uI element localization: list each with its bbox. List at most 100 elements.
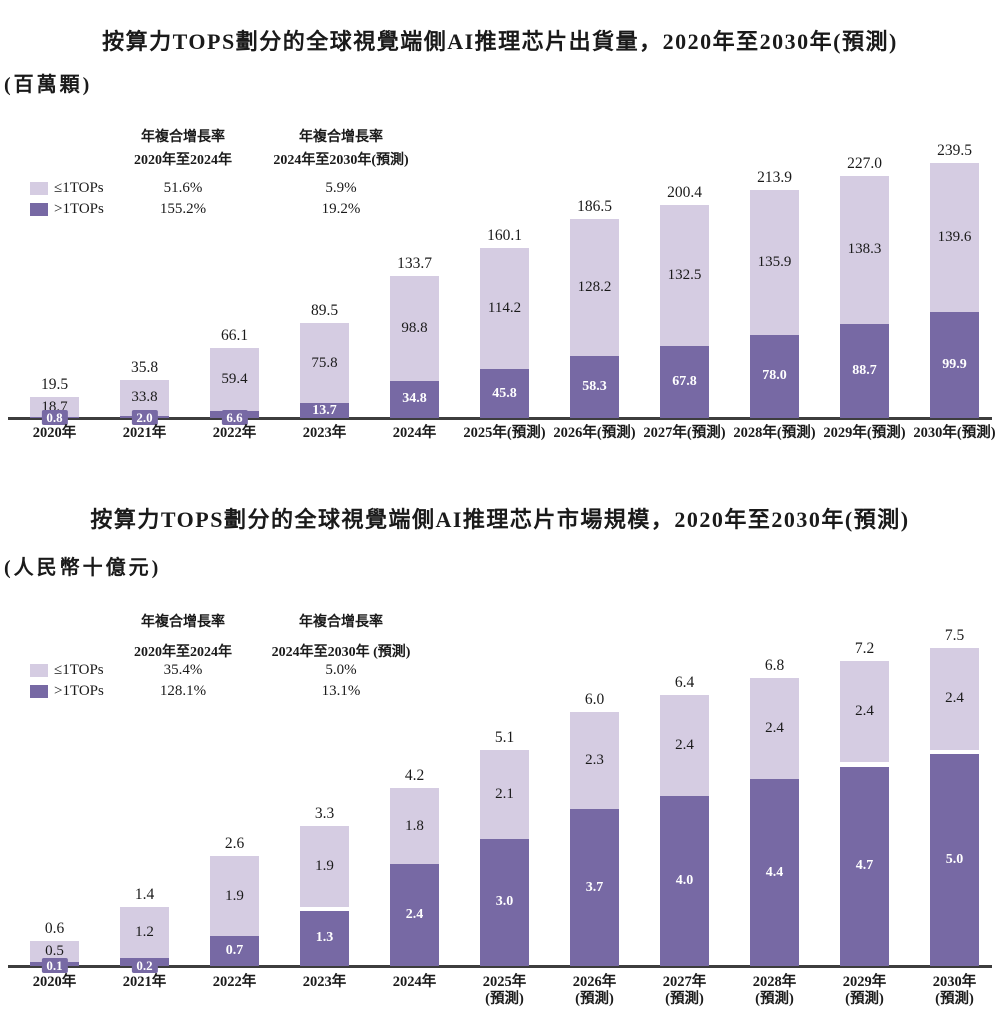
total-label-2025年(預測): 160.1 <box>487 226 522 244</box>
segment-gt1tops-2028年(預測): 78.0 <box>750 334 799 418</box>
segment-gt1tops-2027年(預測): 67.8 <box>660 345 709 418</box>
segment-le1tops-2027年: 2.4 <box>660 694 709 797</box>
segment-le1tops-2027年(預測): 132.5 <box>660 204 709 346</box>
cagr-value-gt1tops-period2: 13.1% <box>321 683 361 699</box>
total-label-2021年: 35.8 <box>130 358 159 376</box>
segment-gt1tops-2028年: 4.4 <box>750 779 799 966</box>
x-axis-label-2027年: 2027年 (預測) <box>662 974 707 1007</box>
segment-le1tops-2022年: 59.4 <box>210 347 259 411</box>
total-label-2026年(預測): 186.5 <box>577 198 612 216</box>
chart-title: 按算力TOPS劃分的全球視覺端側AI推理芯片出貨量，2020年至2030年(預測… <box>102 28 898 54</box>
segment-value-badge-2020年: 0.8 <box>41 410 68 425</box>
x-axis-label-2024年: 2024年 <box>392 974 437 990</box>
x-axis-label-2030年: 2030年 (預測) <box>932 974 977 1007</box>
cagr-header-period2-line2: 2024年至2030年 (預測) <box>271 645 411 660</box>
legend-swatch-le1tops <box>30 664 48 677</box>
x-axis-label-2020年: 2020年 <box>32 974 77 990</box>
segment-le1tops-2028年: 2.4 <box>750 677 799 780</box>
segment-le1tops-2021年: 33.8 <box>120 379 169 416</box>
segment-le1tops-2021年: 1.2 <box>120 906 169 958</box>
segment-le1tops-2020年: 0.5 <box>30 940 79 962</box>
total-label-2030年: 7.5 <box>944 627 965 644</box>
legend-label-le1tops: ≤1TOPs <box>54 180 104 196</box>
x-axis-label-2028年(預測): 2028年(預測) <box>733 425 816 441</box>
total-label-2026年: 6.0 <box>584 690 605 708</box>
total-label-2027年: 6.4 <box>674 673 695 691</box>
cagr-header-period1-line1: 年複合增長率 <box>141 130 225 145</box>
segment-le1tops-2029年(預測): 138.3 <box>840 176 889 324</box>
segment-gt1tops-2023年: 13.7 <box>300 403 349 418</box>
legend-item-gt1tops: >1TOPs <box>30 201 104 218</box>
legend-swatch-le1tops <box>30 182 48 195</box>
segment-le1tops-2022年: 1.9 <box>210 855 259 937</box>
x-axis-label-2023年: 2023年 <box>302 425 347 441</box>
cagr-value-le1tops-period1: 51.6% <box>163 180 203 196</box>
segment-value-badge-2020年: 0.1 <box>41 958 68 973</box>
legend-item-le1tops: ≤1TOPs <box>30 180 104 197</box>
total-label-2020年: 19.5 <box>40 376 69 394</box>
x-axis-label-2030年(預測): 2030年(預測) <box>913 425 996 441</box>
segment-gt1tops-2022年: 0.7 <box>210 936 259 966</box>
total-label-2023年: 3.3 <box>314 805 335 823</box>
x-axis-label-2021年: 2021年 <box>122 974 167 990</box>
cagr-header-period2-line1: 年複合增長率 <box>299 130 383 145</box>
segment-gt1tops-2030年: 5.0 <box>930 754 979 966</box>
cagr-value-le1tops-period2: 5.0% <box>325 662 357 678</box>
segment-le1tops-2025年(預測): 114.2 <box>480 247 529 370</box>
segment-gt1tops-2026年(預測): 58.3 <box>570 355 619 418</box>
legend-label-gt1tops: >1TOPs <box>54 201 104 217</box>
cagr-value-gt1tops-period1: 128.1% <box>159 683 207 699</box>
x-axis-label-2022年: 2022年 <box>212 974 257 990</box>
x-axis-label-2025年: 2025年 (預測) <box>482 974 527 1007</box>
total-label-2027年(預測): 200.4 <box>667 183 702 201</box>
cagr-value-le1tops-period1: 35.4% <box>163 662 203 678</box>
cagr-header-period2-line2: 2024年至2030年(預測) <box>273 153 409 168</box>
legend-label-gt1tops: >1TOPs <box>54 683 104 699</box>
segment-gt1tops-2029年(預測): 88.7 <box>840 323 889 418</box>
x-axis-line <box>8 965 992 968</box>
x-axis-label-2029年(預測): 2029年(預測) <box>823 425 906 441</box>
total-label-2024年: 133.7 <box>397 254 432 272</box>
segment-le1tops-2023年: 1.9 <box>300 826 349 907</box>
segment-le1tops-2023年: 75.8 <box>300 322 349 404</box>
total-label-2020年: 0.6 <box>44 919 65 937</box>
segment-le1tops-2029年: 2.4 <box>840 660 889 763</box>
unit-label: (百萬顆) <box>4 74 93 96</box>
legend-item-le1tops: ≤1TOPs <box>30 662 104 679</box>
cagr-value-gt1tops-period2: 19.2% <box>321 201 361 217</box>
total-label-2024年: 4.2 <box>404 766 425 784</box>
total-label-2023年: 89.5 <box>310 301 339 319</box>
total-label-2028年(預測): 213.9 <box>757 169 792 187</box>
total-label-2022年: 2.6 <box>224 834 245 852</box>
total-label-2029年: 7.2 <box>854 639 875 657</box>
x-axis-line <box>8 417 992 420</box>
segment-le1tops-2030年(預測): 139.6 <box>930 163 979 312</box>
total-label-2025年: 5.1 <box>494 728 515 746</box>
cagr-header-period1-line1: 年複合增長率 <box>141 615 225 630</box>
segment-le1tops-2024年: 98.8 <box>390 275 439 381</box>
total-label-2030年(預測): 239.5 <box>937 142 972 159</box>
x-axis-label-2029年: 2029年 (預測) <box>842 974 887 1007</box>
shipments-plot-area: 18.7 0.8 19.5 2020年 33.8 2.0 35.8 2021年 59.4 6.6 6… <box>0 0 1000 478</box>
x-axis-label-2024年: 2024年 <box>392 425 437 441</box>
segment-gt1tops-2025年(預測): 45.8 <box>480 369 529 418</box>
x-axis-label-2021年: 2021年 <box>122 425 167 441</box>
cagr-header-period1-line2: 2020年至2024年 <box>134 153 232 168</box>
legend-label-le1tops: ≤1TOPs <box>54 662 104 678</box>
segment-gt1tops-2029年: 4.7 <box>840 766 889 966</box>
total-label-2028年: 6.8 <box>764 656 785 674</box>
x-axis-label-2020年: 2020年 <box>32 425 77 441</box>
cagr-header-period2-line1: 年複合增長率 <box>299 615 383 630</box>
segment-value-badge-2021年: 0.2 <box>131 958 158 973</box>
segment-le1tops-2026年: 2.3 <box>570 711 619 810</box>
x-axis-label-2025年(預測): 2025年(預測) <box>463 425 546 441</box>
segment-value-badge-2021年: 2.0 <box>131 410 158 425</box>
shipments-chart: 按算力TOPS劃分的全球視覺端側AI推理芯片出貨量，2020年至2030年(預測… <box>0 0 1000 478</box>
total-label-2021年: 1.4 <box>134 885 155 903</box>
market-size-chart: 按算力TOPS劃分的全球視覺端側AI推理芯片市場規模，2020年至2030年(預… <box>0 478 1000 1013</box>
segment-le1tops-2025年: 2.1 <box>480 749 529 839</box>
segment-le1tops-2024年: 1.8 <box>390 787 439 865</box>
cagr-value-gt1tops-period1: 155.2% <box>159 201 207 217</box>
x-axis-label-2026年(預測): 2026年(預測) <box>553 425 636 441</box>
